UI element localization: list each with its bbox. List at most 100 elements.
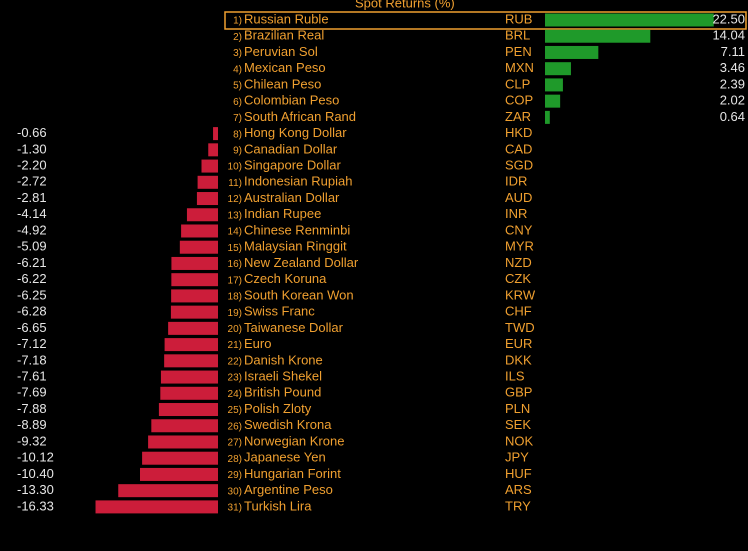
bar xyxy=(171,273,218,287)
currency-name: Hong Kong Dollar xyxy=(244,125,347,140)
bar xyxy=(545,62,571,76)
rank: 21) xyxy=(228,340,242,351)
currency-name: Indian Rupee xyxy=(244,206,321,221)
rank: 14) xyxy=(228,227,242,238)
value-label: -13.30 xyxy=(17,482,54,497)
rank: 22) xyxy=(228,356,242,367)
rank: 18) xyxy=(228,292,242,303)
value-label: -2.72 xyxy=(17,174,47,189)
currency-code: BRL xyxy=(505,28,530,43)
bar xyxy=(164,354,218,368)
currency-name: Israeli Shekel xyxy=(244,368,322,383)
bar xyxy=(142,451,218,465)
value-label: -16.33 xyxy=(17,498,54,513)
value-label: -6.65 xyxy=(17,320,47,335)
rank: 6) xyxy=(233,97,242,108)
value-label: 2.02 xyxy=(720,93,745,108)
currency-name: Euro xyxy=(244,336,271,351)
bar xyxy=(545,78,563,92)
currency-code: NZD xyxy=(505,255,532,270)
rank: 30) xyxy=(228,486,242,497)
currency-name: New Zealand Dollar xyxy=(244,255,359,270)
value-label: -7.88 xyxy=(17,401,47,416)
rank: 20) xyxy=(228,324,242,335)
rank: 13) xyxy=(228,210,242,221)
bar xyxy=(164,338,218,352)
rank: 31) xyxy=(228,503,242,514)
bar xyxy=(545,13,714,27)
currency-code: DKK xyxy=(505,352,532,367)
value-label: -10.12 xyxy=(17,450,54,465)
rank: 28) xyxy=(228,454,242,465)
currency-name: Malaysian Ringgit xyxy=(244,239,347,254)
value-label: 22.50 xyxy=(712,11,745,26)
value-label: 2.39 xyxy=(720,76,745,91)
rank: 3) xyxy=(233,48,242,59)
rank: 16) xyxy=(228,259,242,270)
currency-name: South Korean Won xyxy=(244,287,354,302)
bar xyxy=(201,159,218,173)
currency-name: Mexican Peso xyxy=(244,60,326,75)
bar xyxy=(168,321,218,335)
currency-name: Australian Dollar xyxy=(244,190,340,205)
currency-name: British Pound xyxy=(244,385,321,400)
currency-code: PLN xyxy=(505,401,530,416)
rank: 11) xyxy=(228,178,242,189)
value-label: -6.21 xyxy=(17,255,47,270)
currency-name: Czech Koruna xyxy=(244,271,327,286)
bar xyxy=(186,208,218,222)
rank: 1) xyxy=(233,16,242,27)
currency-code: AUD xyxy=(505,190,532,205)
rank: 15) xyxy=(228,243,242,254)
value-label: -0.66 xyxy=(17,125,47,140)
bar xyxy=(208,143,218,157)
currency-code: CAD xyxy=(505,141,532,156)
value-label: 14.04 xyxy=(712,28,745,43)
bar xyxy=(160,370,218,384)
value-label: -7.12 xyxy=(17,336,47,351)
currency-code: HKD xyxy=(505,125,532,140)
currency-code: COP xyxy=(505,93,533,108)
bar xyxy=(160,386,218,400)
rank: 12) xyxy=(228,194,242,205)
bar xyxy=(197,175,218,189)
currency-code: ARS xyxy=(505,482,532,497)
currency-code: SGD xyxy=(505,158,533,173)
bar xyxy=(179,240,218,254)
rank: 29) xyxy=(228,470,242,481)
currency-name: Turkish Lira xyxy=(244,498,312,513)
value-label: 0.64 xyxy=(720,109,745,124)
currency-code: HUF xyxy=(505,466,532,481)
currency-name: Chinese Renminbi xyxy=(244,222,350,237)
value-label: -2.81 xyxy=(17,190,47,205)
currency-code: JPY xyxy=(505,450,529,465)
currency-code: CZK xyxy=(505,271,531,286)
chart-title: Spot Returns (%) xyxy=(355,0,455,10)
rank: 7) xyxy=(233,113,242,124)
currency-code: SEK xyxy=(505,417,531,432)
currency-code: EUR xyxy=(505,336,532,351)
bar xyxy=(171,289,218,303)
currency-name: Danish Krone xyxy=(244,352,323,367)
currency-name: Japanese Yen xyxy=(244,450,326,465)
bar xyxy=(140,467,218,481)
bar xyxy=(545,29,651,43)
currency-code: NOK xyxy=(505,433,534,448)
rank: 2) xyxy=(233,32,242,43)
rank: 27) xyxy=(228,438,242,449)
bar xyxy=(171,256,218,270)
currency-code: TRY xyxy=(505,498,531,513)
currency-name: Brazilian Real xyxy=(244,28,324,43)
value-label: 3.46 xyxy=(720,60,745,75)
bar xyxy=(545,110,550,124)
currency-code: GBP xyxy=(505,385,532,400)
bar xyxy=(170,305,218,319)
bar xyxy=(118,484,218,498)
rank: 8) xyxy=(233,129,242,140)
bar xyxy=(545,45,599,59)
value-label: -4.14 xyxy=(17,206,47,221)
value-label: -4.92 xyxy=(17,222,47,237)
value-label: -7.61 xyxy=(17,368,47,383)
rank: 5) xyxy=(233,81,242,92)
